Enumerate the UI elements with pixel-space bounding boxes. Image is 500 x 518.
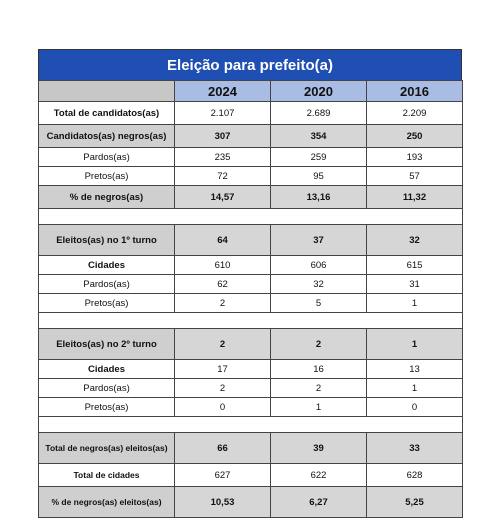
table-row-pct-negros: % de negros(as) 14,57 13,16 11,32 xyxy=(38,185,463,209)
cell-value: 2 xyxy=(174,328,271,360)
cell-value: 17 xyxy=(174,359,271,379)
table-row-pretos-2: Pretos(as) 0 1 0 xyxy=(38,397,463,417)
table-row-pardos-candidatos: Pardos(as) 235 259 193 xyxy=(38,147,463,167)
spacer-cell xyxy=(38,416,463,433)
cell-value: 235 xyxy=(174,147,271,167)
cell-value: 1 xyxy=(366,293,463,313)
election-table-card: Eleição para prefeito(a) 2024 2020 2016 … xyxy=(38,49,463,518)
cell-value: 354 xyxy=(270,124,367,148)
cell-value: 259 xyxy=(270,147,367,167)
cell-value: 1 xyxy=(366,378,463,398)
row-label: Pretos(as) xyxy=(38,293,175,313)
year-header: 2020 xyxy=(270,80,367,102)
row-label: Eleitos(as) no 2º turno xyxy=(38,328,175,360)
table-row-candidatos-negros: Candidatos(as) negros(as) 307 354 250 xyxy=(38,124,463,148)
year-header: 2016 xyxy=(366,80,463,102)
cell-value: 2 xyxy=(174,378,271,398)
cell-value: 37 xyxy=(270,224,367,256)
cell-value: 2 xyxy=(270,328,367,360)
table-row-eleitos-1-turno: Eleitos(as) no 1º turno 64 37 32 xyxy=(38,224,463,256)
table-row-total-candidatos: Total de candidatos(as) 2.107 2.689 2.20… xyxy=(38,101,463,125)
cell-value: 250 xyxy=(366,124,463,148)
cell-value: 66 xyxy=(174,432,271,464)
spacer-cell xyxy=(38,312,463,329)
cell-value: 33 xyxy=(366,432,463,464)
cell-value: 6,27 xyxy=(270,486,367,518)
cell-value: 610 xyxy=(174,255,271,275)
cell-value: 193 xyxy=(366,147,463,167)
cell-value: 615 xyxy=(366,255,463,275)
cell-value: 10,53 xyxy=(174,486,271,518)
cell-value: 1 xyxy=(366,328,463,360)
cell-value: 5 xyxy=(270,293,367,313)
spacer-row xyxy=(38,208,463,225)
year-header-row: 2024 2020 2016 xyxy=(38,80,463,102)
cell-value: 627 xyxy=(174,463,271,487)
cell-value: 0 xyxy=(174,397,271,417)
row-label: % de negros(as) xyxy=(38,185,175,209)
row-label: Total de candidatos(as) xyxy=(38,101,175,125)
spacer-row xyxy=(38,416,463,433)
row-label: Pardos(as) xyxy=(38,378,175,398)
table-title: Eleição para prefeito(a) xyxy=(38,49,462,80)
cell-value: 606 xyxy=(270,255,367,275)
table-row-total-negros-eleitos: Total de negros(as) eleitos(as) 66 39 33 xyxy=(38,432,463,464)
row-label: Pretos(as) xyxy=(38,166,175,186)
table-row-cidades-2: Cidades 17 16 13 xyxy=(38,359,463,379)
cell-value: 39 xyxy=(270,432,367,464)
cell-value: 72 xyxy=(174,166,271,186)
cell-value: 307 xyxy=(174,124,271,148)
cell-value: 2.107 xyxy=(174,101,271,125)
cell-value: 13 xyxy=(366,359,463,379)
cell-value: 11,32 xyxy=(366,185,463,209)
cell-value: 5,25 xyxy=(366,486,463,518)
table-row-pretos-1: Pretos(as) 2 5 1 xyxy=(38,293,463,313)
cell-value: 2 xyxy=(174,293,271,313)
cell-value: 14,57 xyxy=(174,185,271,209)
cell-value: 32 xyxy=(366,224,463,256)
row-label: Total de negros(as) eleitos(as) xyxy=(38,432,175,464)
election-table: 2024 2020 2016 Total de candidatos(as) 2… xyxy=(38,80,463,518)
cell-value: 2.209 xyxy=(366,101,463,125)
row-label: Eleitos(as) no 1º turno xyxy=(38,224,175,256)
row-label: Cidades xyxy=(38,359,175,379)
cell-value: 1 xyxy=(270,397,367,417)
row-label: Pardos(as) xyxy=(38,147,175,167)
spacer-row xyxy=(38,312,463,329)
table-row-eleitos-2-turno: Eleitos(as) no 2º turno 2 2 1 xyxy=(38,328,463,360)
table-row-total-cidades: Total de cidades 627 622 628 xyxy=(38,463,463,487)
row-label: % de negros(as) eleitos(as) xyxy=(38,486,175,518)
cell-value: 622 xyxy=(270,463,367,487)
cell-value: 628 xyxy=(366,463,463,487)
row-label: Total de cidades xyxy=(38,463,175,487)
cell-value: 31 xyxy=(366,274,463,294)
header-empty-cell xyxy=(38,80,175,102)
table-row-cidades-1: Cidades 610 606 615 xyxy=(38,255,463,275)
cell-value: 2 xyxy=(270,378,367,398)
spacer-cell xyxy=(38,208,463,225)
row-label: Cidades xyxy=(38,255,175,275)
cell-value: 13,16 xyxy=(270,185,367,209)
table-row-pretos-candidatos: Pretos(as) 72 95 57 xyxy=(38,166,463,186)
cell-value: 0 xyxy=(366,397,463,417)
table-row-pct-negros-eleitos: % de negros(as) eleitos(as) 10,53 6,27 5… xyxy=(38,486,463,518)
year-header: 2024 xyxy=(174,80,271,102)
cell-value: 57 xyxy=(366,166,463,186)
cell-value: 62 xyxy=(174,274,271,294)
table-row-pardos-1: Pardos(as) 62 32 31 xyxy=(38,274,463,294)
cell-value: 16 xyxy=(270,359,367,379)
cell-value: 32 xyxy=(270,274,367,294)
cell-value: 2.689 xyxy=(270,101,367,125)
cell-value: 95 xyxy=(270,166,367,186)
row-label: Pardos(as) xyxy=(38,274,175,294)
row-label: Candidatos(as) negros(as) xyxy=(38,124,175,148)
cell-value: 64 xyxy=(174,224,271,256)
row-label: Pretos(as) xyxy=(38,397,175,417)
table-row-pardos-2: Pardos(as) 2 2 1 xyxy=(38,378,463,398)
